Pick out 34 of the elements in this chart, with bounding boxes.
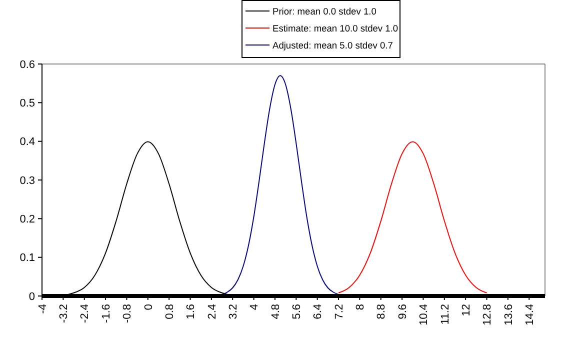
x-tick-label: -2.4 [79, 304, 92, 323]
y-tick-label: 0.5 [20, 98, 35, 110]
x-tick-label: 4.8 [270, 304, 282, 320]
x-tick-label: -3.2 [58, 304, 70, 323]
x-tick-label: 7.2 [333, 304, 346, 320]
x-tick-label: 8 [354, 304, 367, 310]
y-tick-label: 0.2 [20, 214, 35, 226]
y-tick-label: 0.4 [20, 136, 35, 148]
legend-label: Prior: mean 0.0 stdev 1.0 [272, 6, 376, 16]
x-tick-label: -1.6 [100, 304, 112, 323]
x-tick-label: 11.2 [439, 304, 452, 325]
x-tick-label: 8.8 [376, 304, 388, 320]
x-tick-label: 13.6 [502, 304, 515, 326]
legend-label: Estimate: mean 10.0 stdev 1.0 [272, 23, 398, 34]
line-series [338, 141, 488, 294]
x-tick-label: 1.6 [185, 304, 198, 320]
y-tick-label: 0.3 [20, 174, 35, 187]
x-tick-label: -0.8 [122, 304, 134, 323]
y-tick-label: 0.6 [20, 58, 35, 71]
x-tick-label: 0 [142, 304, 155, 310]
x-tick-label: 2.4 [206, 304, 218, 320]
x-tick-label: 14.4 [524, 304, 536, 326]
legend-label: Adjusted: mean 5.0 stdev 0.7 [272, 40, 393, 50]
x-tick-label: -4 [36, 304, 49, 314]
x-tick-label: 6.4 [312, 304, 324, 320]
x-tick-label: 5.6 [290, 304, 303, 320]
x-tick-label: 3.2 [227, 304, 240, 320]
x-tick-label: 10.4 [418, 304, 430, 326]
x-tick-label: 0.8 [164, 304, 176, 320]
x-tick-label: 12.8 [482, 304, 494, 326]
x-tick-label: 12 [460, 304, 472, 316]
x-tick-label: 4 [248, 304, 261, 310]
x-tick-label: 9.6 [396, 304, 409, 320]
y-tick-label: 0.1 [20, 252, 35, 264]
